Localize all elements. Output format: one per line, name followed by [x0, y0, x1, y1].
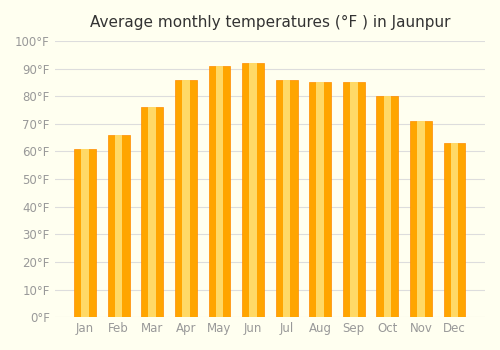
Bar — [450, 143, 458, 317]
Bar — [376, 96, 398, 317]
Bar — [417, 121, 425, 317]
Bar — [216, 66, 223, 317]
Bar — [283, 79, 290, 317]
Bar — [182, 79, 190, 317]
Bar — [410, 121, 432, 317]
Bar — [74, 149, 96, 317]
Bar — [142, 107, 163, 317]
Bar — [350, 82, 358, 317]
Bar — [444, 143, 466, 317]
Bar — [276, 79, 297, 317]
Bar — [242, 63, 264, 317]
Bar — [208, 66, 231, 317]
Bar — [148, 107, 156, 317]
Title: Average monthly temperatures (°F ) in Jaunpur: Average monthly temperatures (°F ) in Ja… — [90, 15, 450, 30]
Bar — [249, 63, 257, 317]
Bar — [82, 149, 89, 317]
Bar — [108, 135, 130, 317]
Bar — [310, 82, 331, 317]
Bar — [175, 79, 197, 317]
Bar — [384, 96, 391, 317]
Bar — [115, 135, 122, 317]
Bar — [316, 82, 324, 317]
Bar — [343, 82, 364, 317]
